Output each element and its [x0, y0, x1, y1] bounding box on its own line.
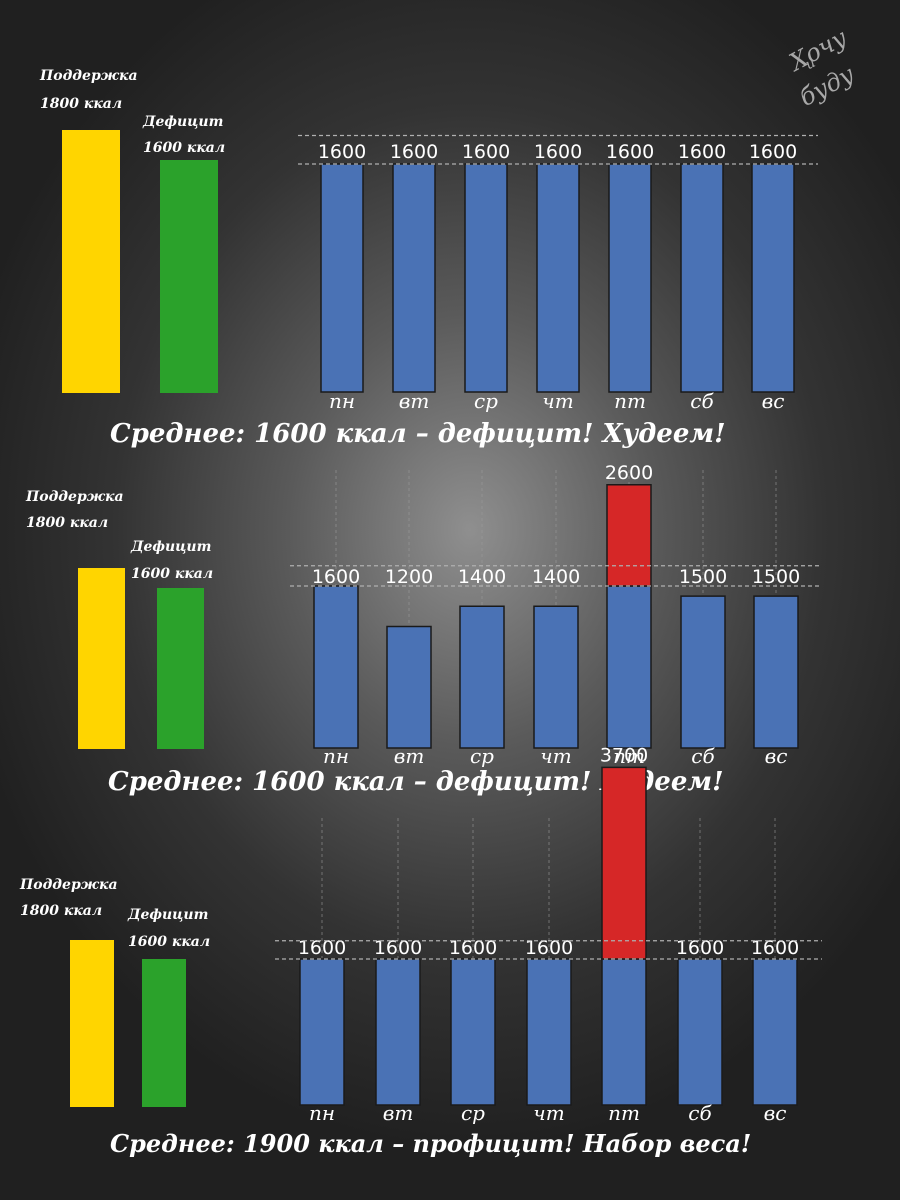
chart-1-value-label-пт: 1600 [606, 141, 654, 163]
chart-1-value-label-вс: 1600 [749, 141, 797, 163]
chart-3-value-label-чт: 1600 [525, 937, 573, 959]
chart-1-day-label-пн: пн [329, 389, 355, 413]
chart-1-bar-пн [320, 163, 364, 393]
chart-3-day-label-вс: вс [764, 1101, 787, 1125]
chart-2-value-label-чт: 1400 [532, 566, 580, 588]
chart-2-bar-вс [753, 595, 799, 749]
chart-2-day-label-вт: вт [394, 744, 425, 768]
chart-2-maintenance-label: Поддержка [25, 489, 124, 505]
chart-3-bar-пт [601, 958, 647, 1106]
chart-2-value-label-пн: 1600 [312, 566, 360, 588]
chart-1-bar-чт [536, 163, 580, 393]
chart-2-day-label-чт: чт [540, 744, 571, 768]
chart-1-day-label-вс: вс [762, 389, 785, 413]
chart-3-value-label-вт: 1600 [374, 937, 422, 959]
chart-3-value-label-вс: 1600 [751, 937, 799, 959]
chart-2-deficit-label: Дефицит [130, 539, 211, 555]
chart-1-day-label-сб: сб [690, 389, 714, 413]
chart-3-caption: Среднее: 1900 ккал – профицит! Набор вес… [110, 1129, 751, 1158]
chart-3-bar-вт [375, 958, 421, 1106]
chart-2-deficit-bar [157, 588, 204, 749]
chart-2-excess-bar-пт [606, 484, 652, 587]
chart-3-bar-чт [526, 958, 572, 1106]
chart-2-value-label-вт: 1200 [385, 566, 433, 588]
chart-1-bar-сб [680, 163, 724, 393]
chart-3-maintenance-label: Поддержка [19, 877, 118, 893]
chart-1-day-label-чт: чт [542, 389, 573, 413]
chart-1-maintenance-label: Поддержка [39, 68, 138, 84]
chart-2-maintenance-bar [78, 568, 125, 749]
chart-1-day-label-пт: пт [614, 389, 646, 413]
chart-3-maintenance-kcal: 1800 ккал [20, 903, 102, 919]
chart-3-day-label-сб: сб [688, 1101, 712, 1125]
chart-1-value-label-пн: 1600 [318, 141, 366, 163]
chart-3-day-label-пн: пн [309, 1101, 335, 1125]
chart-3-excess-bar-пт [601, 766, 647, 960]
chart-3-bar-вс [752, 958, 798, 1106]
chart-1-day-label-вт: вт [399, 389, 430, 413]
chart-1-value-label-чт: 1600 [534, 141, 582, 163]
chart-1-bar-пт [608, 163, 652, 393]
chart-3-deficit-kcal: 1600 ккал [128, 934, 210, 950]
chart-2-day-label-ср: ср [470, 744, 494, 768]
chart-1-maintenance-kcal: 1800 ккал [40, 96, 122, 112]
chart-3-deficit-bar [142, 959, 186, 1107]
chart-3-bar-пн [299, 958, 345, 1106]
chart-1-deficit-bar [160, 160, 218, 393]
chart-1-day-label-ср: ср [474, 389, 498, 413]
chart-3-day-label-чт: чт [533, 1101, 564, 1125]
chart-2-value-label-сб: 1500 [679, 566, 727, 588]
chart-1-value-label-ср: 1600 [462, 141, 510, 163]
chart-1-bar-вт [392, 163, 436, 393]
chart-2-bar-пн [313, 585, 359, 749]
chart-1-caption: Среднее: 1600 ккал – дефицит! Худеем! [110, 419, 726, 449]
chart-3-value-label-пт: 3700 [600, 744, 648, 766]
chart-3-value-label-ср: 1600 [449, 937, 497, 959]
chart-3-value-label-пн: 1600 [298, 937, 346, 959]
chart-3-bar-ср [450, 958, 496, 1106]
chart-3-day-label-вт: вт [383, 1101, 414, 1125]
chart-1-bar-вс [751, 163, 795, 393]
chart-2-value-label-пт: 2600 [605, 462, 653, 484]
chart-3-day-label-пт: пт [608, 1101, 640, 1125]
chart-1-maintenance-bar [62, 130, 120, 393]
chart-2-bar-пт [606, 585, 652, 749]
chart-2-day-label-пт: пт [613, 744, 645, 768]
chart-2-deficit-kcal: 1600 ккал [131, 566, 213, 582]
chart-1-value-label-сб: 1600 [678, 141, 726, 163]
chart-2-bar-сб [680, 595, 726, 749]
chart-2-day-label-сб: сб [691, 744, 715, 768]
chart-2-value-label-вс: 1500 [752, 566, 800, 588]
chart-2-day-label-пн: пн [323, 744, 349, 768]
chart-2-bar-чт [533, 605, 579, 749]
chart-2-day-label-вс: вс [765, 744, 788, 768]
chart-2-value-label-ср: 1400 [458, 566, 506, 588]
chart-3-day-label-ср: ср [461, 1101, 485, 1125]
chart-2-bar-вт [386, 625, 432, 749]
chart-3-bar-сб [677, 958, 723, 1106]
chart-1-value-label-вт: 1600 [390, 141, 438, 163]
chart-1-deficit-label: Дефицит [142, 114, 223, 130]
chart-1-deficit-kcal: 1600 ккал [143, 140, 225, 156]
chart-3-maintenance-bar [70, 940, 114, 1107]
chart-2-maintenance-kcal: 1800 ккал [26, 515, 108, 531]
chart-1-bar-ср [464, 163, 508, 393]
chart-2-bar-ср [459, 605, 505, 749]
chart-3-deficit-label: Дефицит [127, 907, 208, 923]
chart-3-value-label-сб: 1600 [676, 937, 724, 959]
